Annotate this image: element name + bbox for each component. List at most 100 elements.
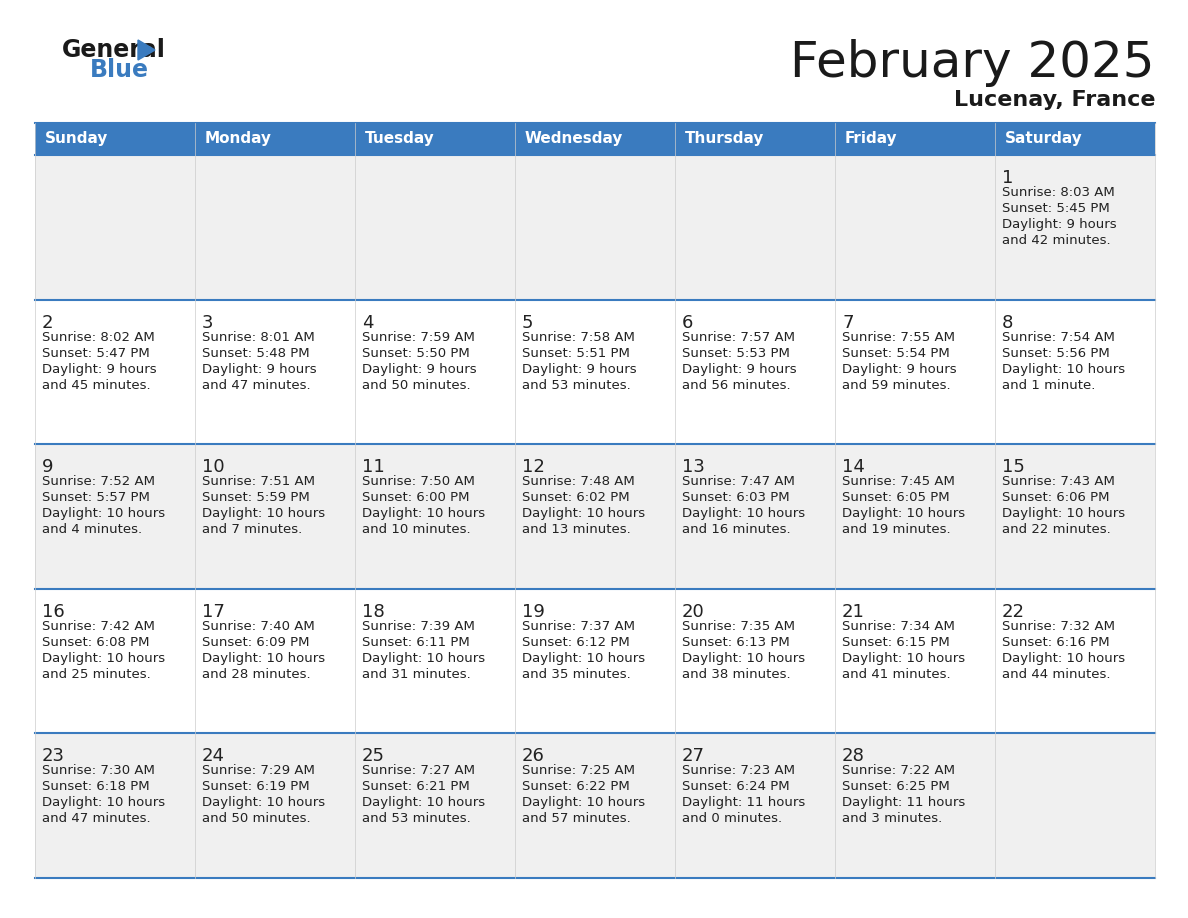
Text: and 59 minutes.: and 59 minutes. — [842, 378, 950, 392]
Bar — [516, 155, 675, 299]
Bar — [34, 444, 195, 588]
Text: Tuesday: Tuesday — [365, 131, 435, 147]
Text: and 16 minutes.: and 16 minutes. — [682, 523, 791, 536]
Text: Daylight: 10 hours: Daylight: 10 hours — [842, 652, 965, 665]
Text: Sunset: 5:48 PM: Sunset: 5:48 PM — [202, 347, 310, 360]
Text: Sunset: 6:21 PM: Sunset: 6:21 PM — [362, 780, 469, 793]
Text: Daylight: 10 hours: Daylight: 10 hours — [682, 508, 805, 521]
Text: 6: 6 — [682, 314, 694, 331]
Text: Sunrise: 7:54 AM: Sunrise: 7:54 AM — [1001, 330, 1114, 343]
Text: 3: 3 — [202, 314, 214, 331]
Text: Blue: Blue — [90, 58, 148, 82]
Text: 24: 24 — [202, 747, 225, 766]
Text: Daylight: 10 hours: Daylight: 10 hours — [362, 797, 485, 810]
Text: Sunrise: 7:55 AM: Sunrise: 7:55 AM — [842, 330, 955, 343]
Text: Sunrise: 8:03 AM: Sunrise: 8:03 AM — [1001, 186, 1114, 199]
Text: Daylight: 9 hours: Daylight: 9 hours — [522, 363, 637, 375]
Text: Friday: Friday — [845, 131, 898, 147]
Bar — [996, 444, 1155, 588]
Text: Sunset: 5:56 PM: Sunset: 5:56 PM — [1001, 347, 1110, 360]
Text: and 4 minutes.: and 4 minutes. — [42, 523, 143, 536]
Text: Sunrise: 7:29 AM: Sunrise: 7:29 AM — [202, 765, 315, 778]
Text: and 42 minutes.: and 42 minutes. — [1001, 234, 1111, 247]
Bar — [516, 444, 675, 588]
Text: 21: 21 — [842, 603, 865, 621]
Text: 13: 13 — [682, 458, 704, 476]
Bar — [355, 733, 516, 878]
Text: Sunrise: 7:23 AM: Sunrise: 7:23 AM — [682, 765, 795, 778]
Text: Daylight: 9 hours: Daylight: 9 hours — [682, 363, 797, 375]
Bar — [996, 733, 1155, 878]
Text: 12: 12 — [522, 458, 545, 476]
Polygon shape — [138, 40, 154, 60]
Text: Wednesday: Wednesday — [525, 131, 624, 147]
Bar — [675, 299, 835, 444]
Text: 16: 16 — [42, 603, 65, 621]
Text: and 31 minutes.: and 31 minutes. — [362, 667, 470, 681]
Text: Daylight: 10 hours: Daylight: 10 hours — [842, 508, 965, 521]
Text: Sunset: 5:50 PM: Sunset: 5:50 PM — [362, 347, 469, 360]
Text: Daylight: 10 hours: Daylight: 10 hours — [1001, 508, 1125, 521]
Text: Saturday: Saturday — [1005, 131, 1082, 147]
Text: Sunset: 5:59 PM: Sunset: 5:59 PM — [202, 491, 310, 504]
Text: 8: 8 — [1001, 314, 1013, 331]
Bar — [34, 588, 195, 733]
Bar — [34, 299, 195, 444]
Text: Daylight: 10 hours: Daylight: 10 hours — [1001, 652, 1125, 665]
Text: and 19 minutes.: and 19 minutes. — [842, 523, 950, 536]
Text: Sunset: 5:45 PM: Sunset: 5:45 PM — [1001, 202, 1110, 215]
Text: and 44 minutes.: and 44 minutes. — [1001, 667, 1111, 681]
Text: 15: 15 — [1001, 458, 1025, 476]
Text: and 7 minutes.: and 7 minutes. — [202, 523, 302, 536]
Text: Sunset: 5:47 PM: Sunset: 5:47 PM — [42, 347, 150, 360]
Text: Sunrise: 7:22 AM: Sunrise: 7:22 AM — [842, 765, 955, 778]
Text: 2: 2 — [42, 314, 53, 331]
Bar — [355, 444, 516, 588]
Text: 28: 28 — [842, 747, 865, 766]
Text: 17: 17 — [202, 603, 225, 621]
Text: Daylight: 9 hours: Daylight: 9 hours — [202, 363, 317, 375]
Text: Daylight: 10 hours: Daylight: 10 hours — [522, 652, 645, 665]
Text: Sunrise: 7:43 AM: Sunrise: 7:43 AM — [1001, 476, 1114, 488]
Text: Sunset: 6:08 PM: Sunset: 6:08 PM — [42, 636, 150, 649]
Bar — [675, 155, 835, 299]
Bar — [835, 444, 996, 588]
Text: Sunrise: 7:35 AM: Sunrise: 7:35 AM — [682, 620, 795, 633]
Text: Sunset: 6:11 PM: Sunset: 6:11 PM — [362, 636, 469, 649]
Bar — [355, 299, 516, 444]
Text: Sunrise: 7:45 AM: Sunrise: 7:45 AM — [842, 476, 955, 488]
Text: Sunset: 6:12 PM: Sunset: 6:12 PM — [522, 636, 630, 649]
Text: Sunset: 6:15 PM: Sunset: 6:15 PM — [842, 636, 949, 649]
Text: 4: 4 — [362, 314, 373, 331]
Text: Daylight: 10 hours: Daylight: 10 hours — [202, 652, 326, 665]
Text: Daylight: 10 hours: Daylight: 10 hours — [522, 508, 645, 521]
Text: 10: 10 — [202, 458, 225, 476]
Text: Daylight: 11 hours: Daylight: 11 hours — [842, 797, 965, 810]
Text: Sunset: 6:24 PM: Sunset: 6:24 PM — [682, 780, 790, 793]
Text: Sunset: 6:05 PM: Sunset: 6:05 PM — [842, 491, 949, 504]
Text: and 50 minutes.: and 50 minutes. — [202, 812, 310, 825]
Bar — [835, 733, 996, 878]
Text: Daylight: 10 hours: Daylight: 10 hours — [42, 797, 165, 810]
Text: Sunset: 5:51 PM: Sunset: 5:51 PM — [522, 347, 630, 360]
Text: General: General — [62, 38, 166, 62]
Text: 27: 27 — [682, 747, 704, 766]
Text: Sunset: 6:06 PM: Sunset: 6:06 PM — [1001, 491, 1110, 504]
Text: Daylight: 9 hours: Daylight: 9 hours — [1001, 218, 1117, 231]
Text: Sunset: 6:00 PM: Sunset: 6:00 PM — [362, 491, 469, 504]
Text: Sunrise: 7:57 AM: Sunrise: 7:57 AM — [682, 330, 795, 343]
Bar — [34, 733, 195, 878]
Text: Sunrise: 7:52 AM: Sunrise: 7:52 AM — [42, 476, 154, 488]
Text: 19: 19 — [522, 603, 545, 621]
Text: and 13 minutes.: and 13 minutes. — [522, 523, 631, 536]
Text: Sunrise: 7:34 AM: Sunrise: 7:34 AM — [842, 620, 955, 633]
Bar — [835, 299, 996, 444]
Bar — [355, 155, 516, 299]
Bar — [675, 444, 835, 588]
Text: Sunset: 6:13 PM: Sunset: 6:13 PM — [682, 636, 790, 649]
Text: and 10 minutes.: and 10 minutes. — [362, 523, 470, 536]
Bar — [516, 588, 675, 733]
Text: Sunday: Sunday — [45, 131, 108, 147]
Text: and 53 minutes.: and 53 minutes. — [362, 812, 470, 825]
Text: Sunrise: 7:39 AM: Sunrise: 7:39 AM — [362, 620, 475, 633]
